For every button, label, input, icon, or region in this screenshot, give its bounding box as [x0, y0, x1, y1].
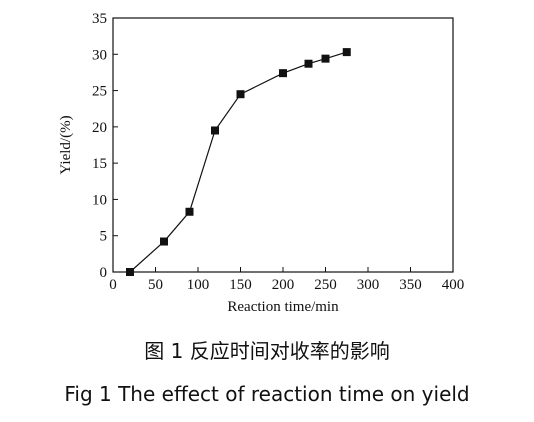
x-tick-label: 400 — [442, 277, 465, 293]
y-tick-label: 25 — [92, 84, 107, 100]
x-tick-label: 250 — [314, 277, 337, 293]
y-axis-label: Yield/(%) — [58, 115, 74, 174]
marker — [342, 48, 351, 57]
marker — [185, 207, 194, 216]
y-tick-label: 35 — [92, 11, 107, 27]
marker — [304, 59, 313, 68]
plot-frame — [112, 17, 454, 273]
marker — [211, 126, 219, 135]
caption-en: Fig 1 The effect of reaction time on yie… — [64, 382, 469, 406]
marker — [160, 237, 168, 246]
y-tick-label: 30 — [92, 47, 107, 63]
marker — [279, 69, 287, 78]
x-tick-label: 300 — [357, 277, 380, 293]
y-tick-label: 20 — [92, 120, 107, 136]
x-tick-label: 0 — [109, 277, 117, 293]
y-tick-label: 5 — [100, 229, 108, 245]
y-tick-label: 0 — [100, 265, 108, 281]
x-tick-label: 350 — [399, 277, 422, 293]
marker — [321, 54, 330, 63]
marker — [126, 268, 134, 276]
x-tick-label: 150 — [229, 277, 252, 293]
x-axis-label: Reaction time/min — [227, 299, 339, 315]
x-tick-label: 200 — [272, 277, 295, 293]
y-tick-label: 15 — [92, 156, 107, 172]
marker — [236, 90, 245, 99]
caption-zh: 图 1 反应时间对收率的影响 — [144, 339, 389, 363]
x-tick-label: 50 — [148, 277, 163, 293]
x-tick-label: 100 — [187, 277, 210, 293]
y-tick-label: 10 — [92, 192, 107, 208]
